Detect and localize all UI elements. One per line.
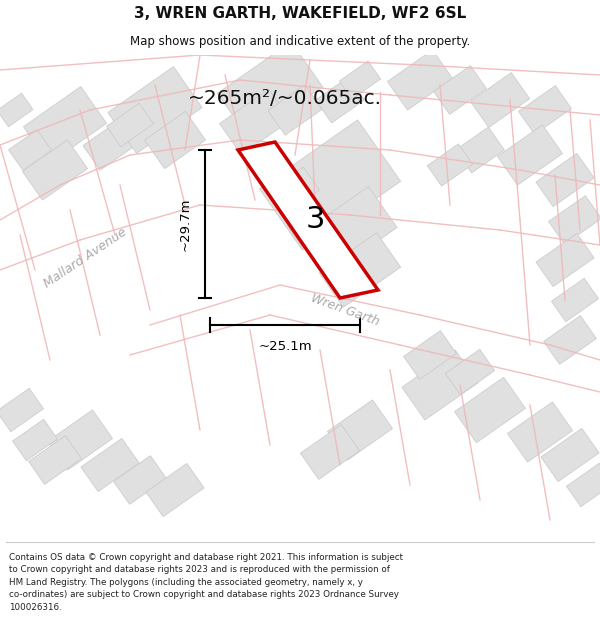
- Text: 3: 3: [306, 206, 325, 234]
- Polygon shape: [319, 232, 401, 308]
- Text: Map shows position and indicative extent of the property.: Map shows position and indicative extent…: [130, 35, 470, 48]
- Text: ~25.1m: ~25.1m: [258, 341, 312, 354]
- Polygon shape: [536, 153, 594, 207]
- Polygon shape: [29, 436, 82, 484]
- Polygon shape: [13, 419, 58, 461]
- Text: ~265m²/~0.065ac.: ~265m²/~0.065ac.: [188, 89, 382, 107]
- Polygon shape: [220, 89, 290, 155]
- Polygon shape: [402, 350, 478, 420]
- Polygon shape: [108, 67, 202, 153]
- Polygon shape: [508, 402, 572, 462]
- Polygon shape: [518, 86, 571, 134]
- Polygon shape: [268, 85, 322, 135]
- Polygon shape: [536, 233, 594, 287]
- Polygon shape: [404, 331, 457, 379]
- Polygon shape: [551, 278, 599, 322]
- Polygon shape: [22, 140, 88, 200]
- Polygon shape: [0, 93, 33, 127]
- Polygon shape: [445, 349, 494, 395]
- Polygon shape: [541, 428, 599, 482]
- Polygon shape: [544, 316, 596, 364]
- Polygon shape: [548, 196, 600, 244]
- Polygon shape: [434, 66, 487, 114]
- Text: Mallard Avenue: Mallard Avenue: [41, 226, 129, 291]
- Polygon shape: [0, 388, 44, 432]
- Polygon shape: [303, 187, 397, 273]
- Polygon shape: [328, 400, 392, 460]
- Polygon shape: [470, 72, 530, 127]
- Text: 3, WREN GARTH, WAKEFIELD, WF2 6SL: 3, WREN GARTH, WAKEFIELD, WF2 6SL: [134, 6, 466, 21]
- Polygon shape: [238, 142, 378, 298]
- Polygon shape: [316, 77, 364, 123]
- Polygon shape: [497, 125, 563, 185]
- Polygon shape: [259, 120, 401, 250]
- Polygon shape: [106, 103, 154, 147]
- Polygon shape: [271, 167, 319, 213]
- Polygon shape: [455, 127, 505, 173]
- Polygon shape: [455, 378, 526, 442]
- Polygon shape: [301, 424, 359, 479]
- Polygon shape: [340, 61, 380, 99]
- Polygon shape: [113, 456, 166, 504]
- Polygon shape: [217, 42, 323, 138]
- Text: Contains OS data © Crown copyright and database right 2021. This information is : Contains OS data © Crown copyright and d…: [9, 552, 403, 612]
- Polygon shape: [566, 463, 600, 507]
- Text: Wren Garth: Wren Garth: [309, 292, 381, 328]
- Polygon shape: [287, 204, 333, 246]
- Text: ~29.7m: ~29.7m: [179, 198, 191, 251]
- Polygon shape: [83, 120, 137, 170]
- Polygon shape: [47, 410, 113, 470]
- Polygon shape: [23, 86, 107, 164]
- Polygon shape: [427, 144, 473, 186]
- Polygon shape: [388, 50, 452, 110]
- Polygon shape: [145, 111, 206, 169]
- Polygon shape: [81, 438, 139, 492]
- Polygon shape: [146, 463, 204, 517]
- Polygon shape: [8, 130, 52, 170]
